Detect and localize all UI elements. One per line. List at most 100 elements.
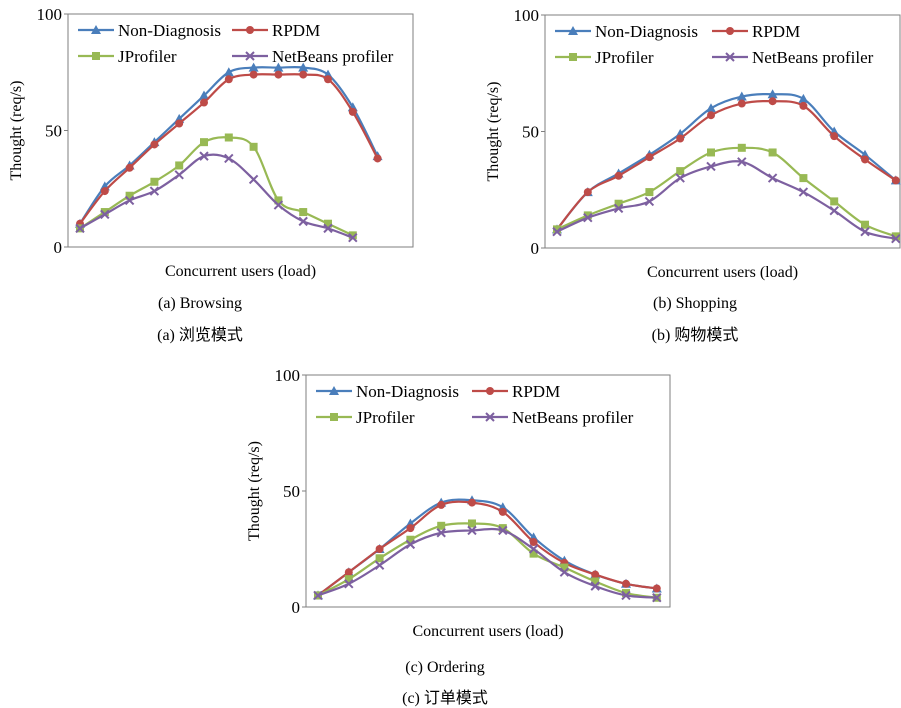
legend-swatch-marker: [569, 53, 577, 61]
data-point: [248, 62, 259, 72]
data-point: [799, 174, 808, 183]
series-line: [317, 522, 657, 599]
data-point: [125, 163, 134, 172]
data-point: [199, 151, 209, 161]
data-point: [406, 524, 415, 533]
data-point: [559, 567, 570, 577]
data-point: [249, 142, 258, 151]
chart-panel-2: 0 50 100 Concurrent users (load) Thought (re…: [485, 6, 901, 281]
legend-swatch-marker: [246, 26, 254, 34]
data-point: [299, 208, 308, 217]
data-point: [405, 539, 416, 550]
data-point: [767, 173, 778, 183]
y-tick-label: 50: [522, 123, 539, 142]
data-point: [560, 563, 569, 572]
data-point: [767, 89, 778, 99]
data-point: [175, 161, 184, 170]
legend-swatch-marker: [245, 51, 255, 61]
data-point: [528, 544, 539, 554]
data-point-b: [798, 187, 809, 197]
caption-b-cn: (b) 购物模式: [651, 327, 739, 344]
data-point: [344, 568, 353, 577]
data-point: [437, 500, 446, 509]
data-point: [621, 590, 631, 601]
legend-item: JProfiler: [78, 47, 177, 66]
data-point-b: [498, 525, 508, 536]
data-point: [591, 570, 600, 579]
data-point: [467, 525, 477, 536]
data-point-b: [273, 200, 284, 210]
data-point: [375, 545, 384, 553]
data-point: [798, 187, 809, 197]
data-point-b: [559, 567, 570, 577]
data-point-b: [829, 206, 839, 216]
y-tick-label: 100: [37, 5, 63, 24]
data-point: [861, 155, 869, 164]
data-point: [75, 223, 85, 234]
legend-item: Non-Diagnosis: [555, 22, 698, 41]
data-point-b: [621, 590, 631, 601]
legend-item: NetBeans profiler: [232, 47, 394, 66]
series-line: [556, 146, 897, 238]
data-point-b: [652, 593, 662, 603]
legend-swatch-marker: [92, 52, 100, 60]
data-point: [737, 99, 746, 108]
legend-label: Non-Diagnosis: [595, 22, 698, 41]
series-line: [317, 498, 657, 597]
legend-label: Non-Diagnosis: [356, 382, 459, 401]
legend-label: NetBeans profiler: [512, 408, 634, 427]
data-point: [274, 70, 283, 79]
y-tick-label: 50: [45, 122, 62, 141]
caption-c-cn: (c) 订单模式: [402, 690, 488, 707]
legend-swatch-marker-b: [245, 51, 255, 61]
y-tick-label: 0: [54, 238, 63, 257]
legend-swatch-marker: [568, 26, 578, 35]
data-point: [150, 140, 159, 149]
data-point: [552, 226, 562, 237]
data-point: [652, 584, 661, 593]
data-point: [248, 174, 259, 185]
legend-label: JProfiler: [595, 48, 654, 67]
legend-label: RPDM: [512, 382, 560, 401]
series-line: [79, 136, 354, 237]
legend-item: NetBeans profiler: [472, 408, 634, 427]
data-point-b: [467, 525, 477, 536]
data-point: [583, 213, 593, 223]
data-point: [891, 233, 901, 244]
data-point: [498, 524, 507, 533]
legend-label: JProfiler: [356, 408, 415, 427]
data-point: [706, 103, 716, 113]
data-point: [344, 579, 354, 589]
data-point: [324, 75, 332, 84]
x-axis-title: Concurrent users (load): [165, 263, 316, 280]
legend-item: RPDM: [232, 21, 320, 40]
data-point: [799, 101, 808, 110]
legend-label: RPDM: [272, 21, 320, 40]
legend-item: Non-Diagnosis: [316, 382, 459, 401]
legend-swatch-marker: [725, 52, 735, 62]
series-jprofiler: [553, 143, 900, 241]
data-point-b: [124, 195, 135, 206]
data-point-b: [224, 153, 234, 164]
data-point: [348, 107, 357, 116]
data-point: [100, 208, 109, 217]
data-point-b: [860, 226, 870, 237]
caption-b-en: (b) Shopping: [653, 295, 737, 312]
data-point: [645, 188, 654, 197]
data-point: [861, 220, 869, 229]
data-point: [200, 138, 208, 147]
data-point: [613, 203, 624, 214]
data-point: [676, 167, 685, 176]
data-point-b: [891, 233, 901, 244]
data-point-b: [405, 539, 416, 550]
data-point-b: [75, 223, 85, 234]
data-point: [373, 154, 382, 163]
legend-label: RPDM: [752, 22, 800, 41]
data-point: [224, 153, 234, 164]
data-point-b: [298, 216, 308, 227]
legend-swatch-marker: [91, 25, 101, 34]
data-point: [622, 589, 630, 598]
data-point: [706, 161, 716, 172]
legend-label: NetBeans profiler: [752, 48, 874, 67]
